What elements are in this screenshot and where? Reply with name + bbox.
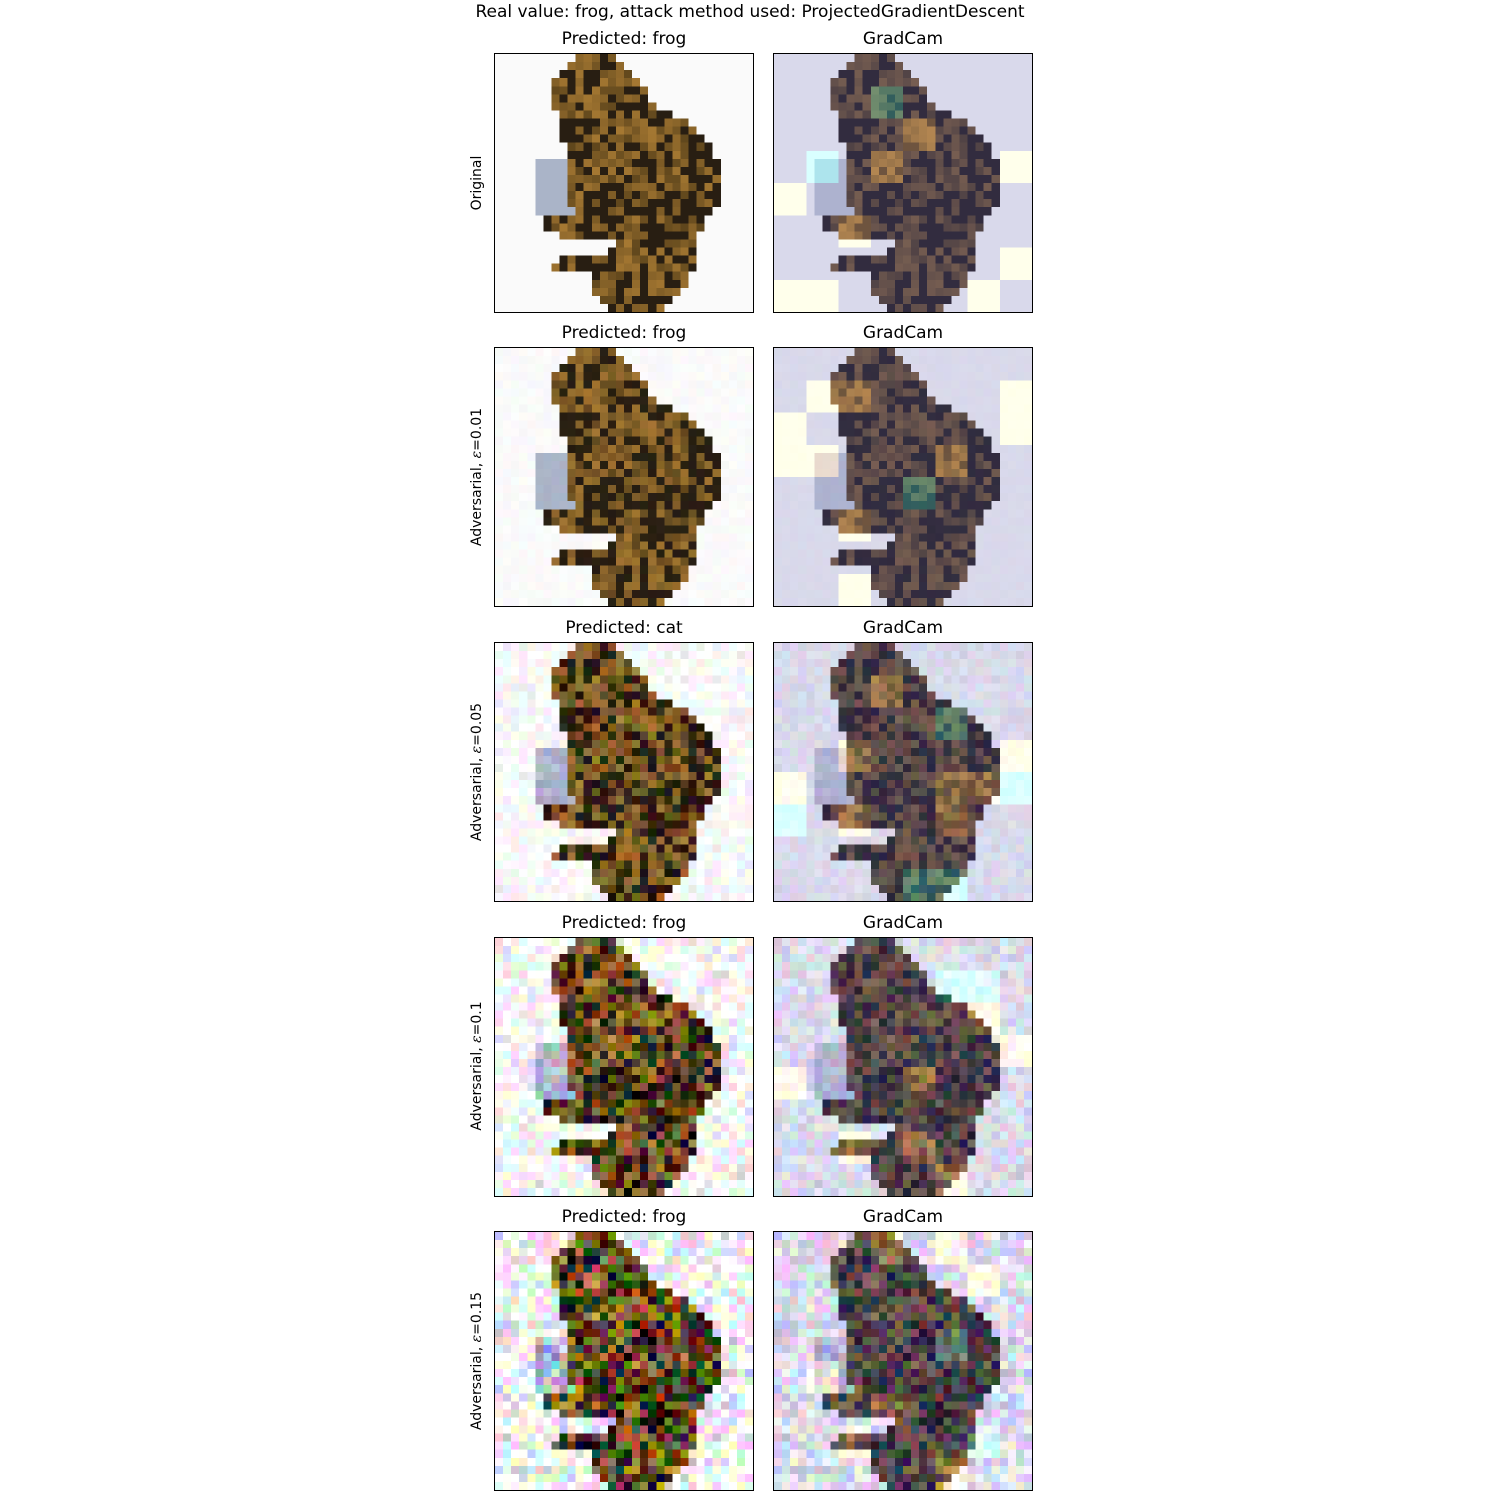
gradcam-title: GradCam: [862, 29, 944, 49]
prediction-title: Predicted: cat: [565, 618, 683, 638]
gradcam-title: GradCam: [862, 323, 944, 343]
prediction-title: Predicted: frog: [561, 1207, 687, 1227]
gradcam-title: GradCam: [862, 913, 944, 933]
gradcam-heatmap-panel: [773, 642, 1033, 902]
frog-image: [495, 643, 753, 901]
frog-image: [495, 54, 753, 312]
gradcam-title: GradCam: [862, 1207, 944, 1227]
frog-image: [495, 1232, 753, 1490]
gradcam-image: [774, 54, 1032, 312]
frog-image: [495, 938, 753, 1196]
gradcam-heatmap-panel: [773, 53, 1033, 313]
gradcam-image: [774, 1232, 1032, 1490]
input-image-panel: [494, 347, 754, 607]
gradcam-heatmap-panel: [773, 1231, 1033, 1491]
gradcam-heatmap-panel: [773, 347, 1033, 607]
input-image-panel: [494, 642, 754, 902]
frog-image: [495, 348, 753, 606]
prediction-title: Predicted: frog: [561, 913, 687, 933]
gradcam-image: [774, 938, 1032, 1196]
gradcam-image: [774, 348, 1032, 606]
figure-title: Real value: frog, attack method used: Pr…: [475, 2, 1025, 22]
input-image-panel: [494, 53, 754, 313]
input-image-panel: [494, 1231, 754, 1491]
input-image-panel: [494, 937, 754, 1197]
prediction-title: Predicted: frog: [561, 29, 687, 49]
gradcam-image: [774, 643, 1032, 901]
gradcam-title: GradCam: [862, 618, 944, 638]
prediction-title: Predicted: frog: [561, 323, 687, 343]
gradcam-heatmap-panel: [773, 937, 1033, 1197]
